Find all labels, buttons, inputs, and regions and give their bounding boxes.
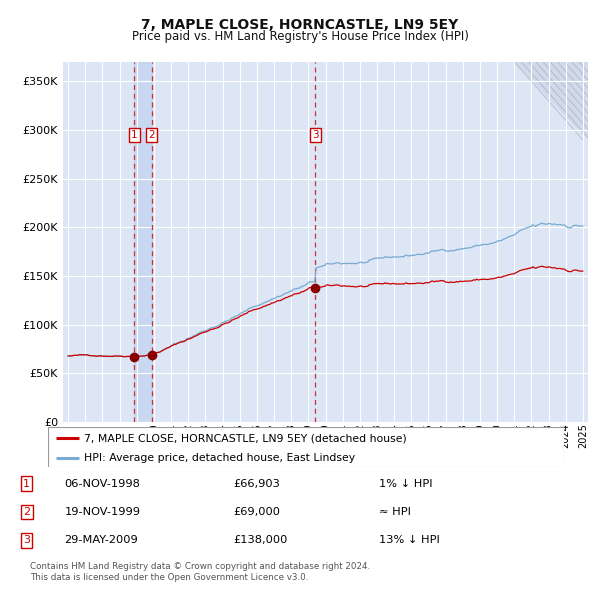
- Text: Contains HM Land Registry data © Crown copyright and database right 2024.: Contains HM Land Registry data © Crown c…: [30, 562, 370, 571]
- Text: £66,903: £66,903: [233, 479, 280, 489]
- Text: 7, MAPLE CLOSE, HORNCASTLE, LN9 5EY (detached house): 7, MAPLE CLOSE, HORNCASTLE, LN9 5EY (det…: [84, 434, 407, 444]
- Text: ≈ HPI: ≈ HPI: [379, 507, 410, 517]
- Text: £138,000: £138,000: [233, 535, 287, 545]
- Text: £69,000: £69,000: [233, 507, 280, 517]
- Polygon shape: [514, 62, 588, 140]
- Text: 1: 1: [131, 130, 137, 140]
- Text: 2: 2: [23, 507, 30, 517]
- Text: 2: 2: [149, 130, 155, 140]
- Text: 1% ↓ HPI: 1% ↓ HPI: [379, 479, 432, 489]
- Text: 29-MAY-2009: 29-MAY-2009: [64, 535, 138, 545]
- Text: This data is licensed under the Open Government Licence v3.0.: This data is licensed under the Open Gov…: [30, 572, 308, 582]
- Text: Price paid vs. HM Land Registry's House Price Index (HPI): Price paid vs. HM Land Registry's House …: [131, 30, 469, 43]
- Text: 19-NOV-1999: 19-NOV-1999: [64, 507, 140, 517]
- FancyBboxPatch shape: [48, 427, 564, 467]
- Text: 06-NOV-1998: 06-NOV-1998: [64, 479, 140, 489]
- Text: 7, MAPLE CLOSE, HORNCASTLE, LN9 5EY: 7, MAPLE CLOSE, HORNCASTLE, LN9 5EY: [142, 18, 458, 32]
- Text: HPI: Average price, detached house, East Lindsey: HPI: Average price, detached house, East…: [84, 453, 355, 463]
- Text: 3: 3: [23, 535, 30, 545]
- Text: 1: 1: [23, 479, 30, 489]
- Text: 3: 3: [312, 130, 319, 140]
- Text: 13% ↓ HPI: 13% ↓ HPI: [379, 535, 440, 545]
- Bar: [134, 62, 152, 422]
